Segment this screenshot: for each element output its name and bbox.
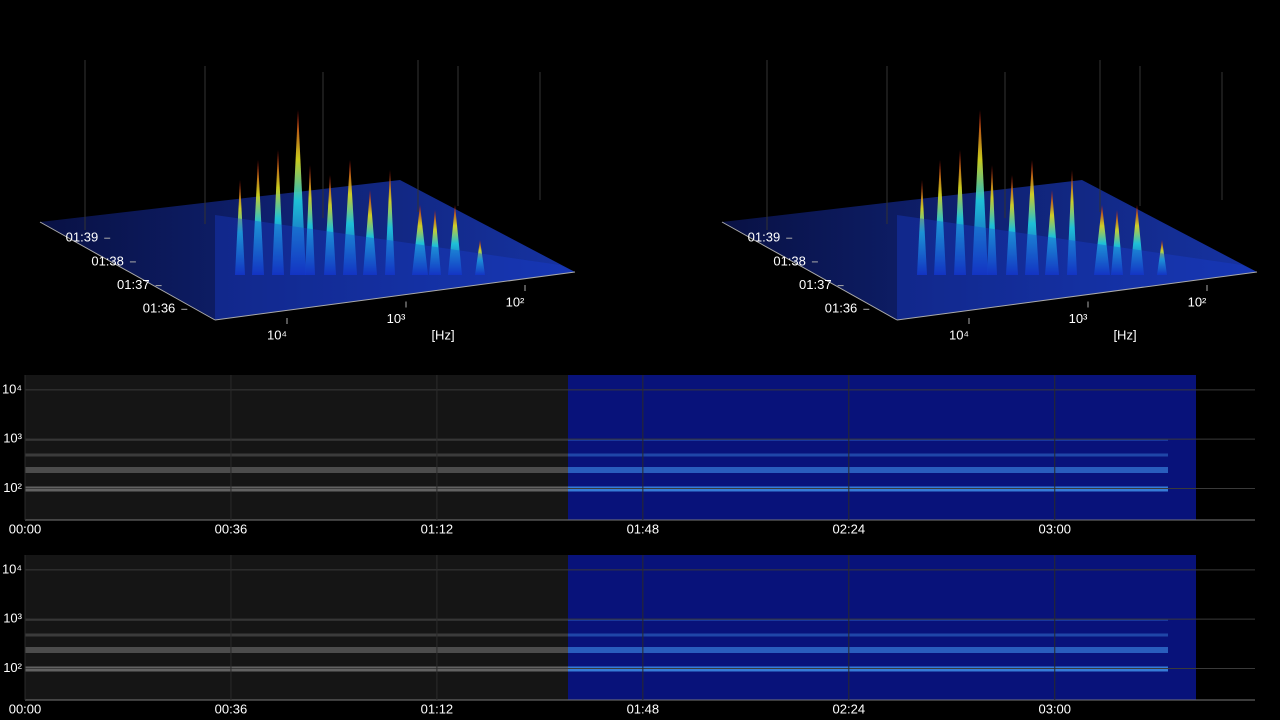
surface-peak — [1157, 240, 1167, 275]
surface-peak — [448, 205, 462, 275]
x-tick-label: 00:36 — [215, 701, 248, 716]
surface-peak — [987, 165, 997, 275]
surface-peak — [1006, 175, 1018, 275]
surface-peak — [917, 180, 927, 275]
y-tick-label: 01:36 — [825, 301, 858, 316]
x-tick-label: 02:24 — [833, 521, 866, 536]
x-tick-label: 01:12 — [421, 701, 454, 716]
x-tick-label: 03:00 — [1038, 701, 1071, 716]
surface-peak — [1025, 160, 1039, 275]
band-gray — [25, 619, 568, 621]
y-tick-label: 01:37 — [117, 277, 150, 292]
surface-peak — [412, 205, 428, 275]
x-tick-label: 02:24 — [833, 701, 866, 716]
surface-peak — [1045, 190, 1059, 275]
surface-peak — [235, 180, 245, 275]
axis-line — [214, 271, 576, 321]
x-tick-label: 10⁴ — [949, 327, 969, 342]
surface-peak — [385, 170, 395, 275]
band-color — [568, 439, 1168, 441]
y-tick-label: 10⁴ — [2, 561, 22, 576]
x-tick-label: 00:36 — [215, 521, 248, 536]
surface-peak — [343, 160, 357, 275]
band-gray — [25, 453, 568, 457]
x-tick-label: 00:00 — [9, 701, 42, 716]
spectrogram-panel: 10² 10³ 10⁴ 00:00 00:36 01:12 01:48 02:24 03:00 — [2, 555, 1255, 716]
surface-peak — [1111, 210, 1123, 275]
y-tick-label: 01:37 — [799, 277, 832, 292]
surface-peak — [972, 110, 988, 275]
surface-peak — [363, 190, 377, 275]
surface-panel: 10⁴ 10³ 10² 01:36 01:37 01:38 01:39 [Hz] — [39, 60, 576, 342]
band-color — [568, 467, 1168, 473]
x-tick-label: 01:48 — [627, 521, 660, 536]
x-tick-label: 10² — [1188, 294, 1207, 309]
y-tick-label: 01:39 — [748, 230, 781, 245]
y-tick-label: 10⁴ — [2, 381, 22, 396]
spectrogram-gray — [25, 375, 568, 520]
y-tick-label: 01:38 — [773, 253, 806, 268]
axis-line — [896, 271, 1258, 321]
surface-ridge — [897, 215, 1257, 320]
x-tick-label: 00:00 — [9, 521, 42, 536]
band-color — [568, 633, 1168, 637]
surface-peak — [272, 150, 284, 275]
spectrogram-panel: 10² 10³ 10⁴ 00:00 00:36 01:12 01:48 02:24 03:00 — [2, 375, 1255, 536]
x-tick-label: 10³ — [387, 311, 406, 326]
surface-peak — [305, 165, 315, 275]
x-tick-label: 10² — [506, 294, 525, 309]
x-tick-label: 10³ — [1069, 311, 1088, 326]
spectrogram-color — [568, 375, 1196, 520]
x-tick-label: 03:00 — [1038, 521, 1071, 536]
surface-panel: 10⁴ 10³ 10² 01:36 01:37 01:38 01:39 [Hz] — [721, 60, 1258, 342]
x-tick-label: 01:12 — [421, 521, 454, 536]
x-tick-label: 10⁴ — [267, 327, 287, 342]
surface-peak — [934, 160, 946, 275]
band-gray — [25, 467, 568, 473]
y-tick-label: 10² — [3, 480, 22, 495]
y-tick-label: 01:39 — [66, 230, 99, 245]
axis-line — [721, 221, 898, 321]
band-color — [568, 619, 1168, 621]
y-tick-label: 10³ — [3, 611, 22, 626]
spectrogram-gray — [25, 555, 568, 700]
surface-peak — [290, 110, 306, 275]
surface-peak — [324, 175, 336, 275]
axis-label: [Hz] — [1113, 327, 1136, 342]
surface-peak — [1130, 205, 1144, 275]
surface-peak — [475, 240, 485, 275]
band-color — [568, 647, 1168, 653]
surface-peak — [1094, 205, 1110, 275]
surface-peak — [954, 150, 966, 275]
y-tick-label: 01:36 — [143, 301, 176, 316]
band-gray — [25, 439, 568, 441]
y-tick-label: 10³ — [3, 431, 22, 446]
y-tick-label: 10² — [3, 660, 22, 675]
surface-peak — [252, 160, 264, 275]
x-tick-label: 01:48 — [627, 701, 660, 716]
band-gray — [25, 647, 568, 653]
axis-label: [Hz] — [431, 327, 454, 342]
spectrogram-color — [568, 555, 1196, 700]
band-gray — [25, 633, 568, 637]
y-tick-label: 01:38 — [91, 253, 124, 268]
surface-peak — [429, 210, 441, 275]
axis-line — [39, 221, 216, 321]
surface-peak — [1067, 170, 1077, 275]
band-color — [568, 453, 1168, 457]
surface-ridge — [215, 215, 575, 320]
